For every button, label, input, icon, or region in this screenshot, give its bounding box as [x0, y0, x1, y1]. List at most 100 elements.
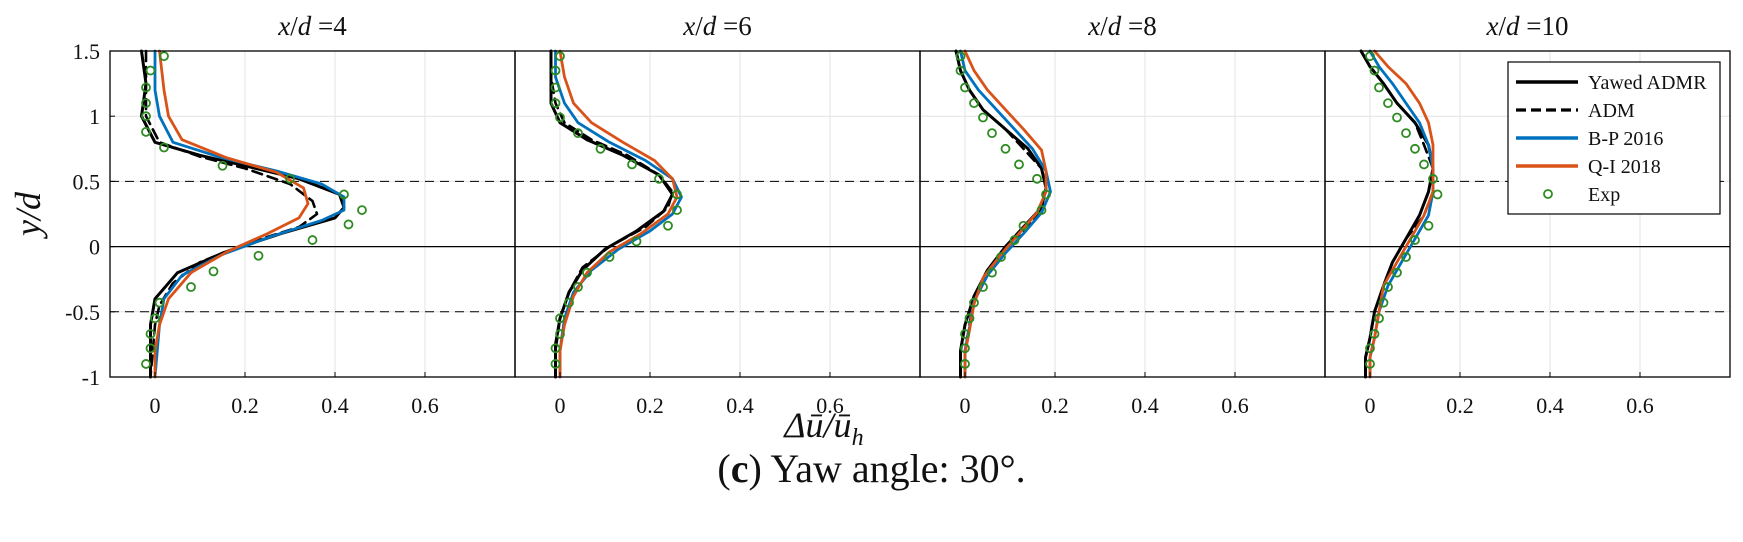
x-tick-label: 0.2: [1446, 393, 1474, 418]
x-tick-label: 0.4: [1131, 393, 1159, 418]
exp-data-point: [964, 313, 975, 324]
exp-data-point: [141, 359, 151, 369]
exp-data-point: [564, 297, 574, 308]
exp-data-point: [550, 98, 561, 109]
series-line-yawed-admr: [549, 49, 674, 379]
exp-data-point: [1423, 220, 1434, 231]
exp-data-point: [969, 297, 979, 308]
exp-data-point: [960, 343, 970, 354]
exp-data-point: [339, 189, 349, 200]
exp-data-point: [145, 329, 156, 339]
exp-data-point: [343, 219, 354, 230]
legend-label: B-P 2016: [1588, 128, 1663, 150]
y-tick-label: 0: [89, 235, 100, 260]
x-tick-label: 0.4: [1536, 393, 1564, 418]
exp-data-point: [978, 112, 988, 123]
exp-data-point: [987, 267, 997, 278]
exp-data-point: [1365, 359, 1375, 369]
exp-data-point: [573, 128, 583, 139]
exp-data-point: [154, 297, 165, 308]
exp-data-point: [1369, 329, 1380, 339]
exp-data-point: [550, 343, 561, 354]
exp-data-point: [357, 205, 367, 215]
exp-data-point: [987, 128, 997, 139]
y-tick-label: 1.5: [73, 39, 101, 64]
legend: Yawed ADMR ADM B-P 2016 Q-I 2018 Exp: [1507, 61, 1721, 215]
panel-title: x/d =10: [1486, 11, 1569, 41]
x-tick-label: 0: [960, 393, 971, 418]
x-tick-label: 0.6: [1626, 393, 1654, 418]
x-tick-label: 0.6: [411, 393, 439, 418]
exp-data-point: [663, 220, 673, 231]
panel-frame: [109, 50, 516, 378]
panel-frame: [514, 50, 921, 378]
exp-data-point: [960, 359, 970, 369]
exp-data-point: [1369, 65, 1380, 76]
exp-data-point: [1401, 252, 1411, 262]
exp-data-point: [1374, 313, 1384, 324]
exp-data-point: [208, 266, 219, 277]
exp-data-point: [159, 142, 169, 153]
exp-data-point: [978, 282, 988, 292]
x-tick-label: 0.6: [816, 393, 844, 418]
exp-data-point: [555, 329, 565, 339]
exp-data-point: [1432, 189, 1443, 200]
exp-data-point: [631, 236, 642, 247]
series-line-q-i-2018: [1368, 49, 1435, 379]
panel-1: 0 0.2 0.4 0.6 x/d =4: [109, 11, 516, 418]
exp-data-point: [1383, 282, 1393, 292]
series-line-b-p-2016: [153, 49, 346, 379]
caption-text: Yaw angle: 30°.: [770, 446, 1026, 491]
exp-data-point: [1374, 82, 1384, 93]
exp-data-point: [1383, 98, 1393, 109]
exp-data-point: [555, 112, 565, 123]
x-tick-label: 0: [150, 393, 161, 418]
exp-data-point: [141, 126, 151, 137]
exp-data-point: [141, 82, 151, 93]
exp-data-point: [996, 252, 1006, 262]
exp-data-point: [1419, 159, 1429, 170]
figure-caption: (c) Yaw angle: 30°.: [717, 446, 1026, 491]
exp-data-point: [604, 252, 615, 262]
exp-data-point: [1365, 51, 1375, 62]
exp-data-point: [1410, 143, 1420, 154]
exp-data-point: [955, 65, 966, 76]
y-tick-label: -0.5: [65, 300, 100, 325]
exp-data-point: [1036, 205, 1047, 215]
exp-data-point: [145, 65, 156, 76]
exp-data-point: [1428, 173, 1438, 184]
exp-data-point: [253, 250, 264, 261]
series-line-yawed-admr: [140, 49, 346, 379]
series-line-q-i-2018: [963, 49, 1048, 379]
exp-data-point: [1000, 143, 1011, 154]
y-tick-label: 0.5: [73, 169, 101, 194]
exp-data-point: [969, 98, 979, 109]
exp-data-point: [672, 205, 682, 215]
series-line-adm: [549, 49, 674, 379]
exp-data-point: [1378, 297, 1389, 308]
exp-data-point: [145, 343, 156, 354]
exp-data-point: [955, 51, 966, 62]
exp-data-point: [960, 329, 970, 339]
exp-data-point: [141, 98, 151, 109]
legend-marker-exp: [1543, 189, 1553, 199]
exp-data-point: [672, 189, 682, 200]
exp-data-point: [150, 313, 160, 324]
exp-data-point: [1392, 112, 1402, 123]
x-tick-label: 0.4: [726, 393, 754, 418]
exp-data-point: [550, 65, 561, 76]
exp-data-point: [595, 143, 606, 154]
series-line-adm: [1359, 49, 1435, 379]
exp-data-point: [159, 51, 169, 62]
panel-title: x/d =6: [682, 11, 751, 41]
caption-label: c: [730, 446, 749, 491]
exp-data-point: [627, 159, 637, 170]
exp-data-point: [550, 82, 561, 93]
exp-data-point: [217, 160, 228, 171]
exp-data-point: [654, 173, 664, 184]
x-tick-label: 0.4: [321, 393, 349, 418]
exp-data-point: [1392, 267, 1402, 278]
exp-data-point: [1041, 189, 1051, 200]
x-tick-label: 0.2: [231, 393, 259, 418]
